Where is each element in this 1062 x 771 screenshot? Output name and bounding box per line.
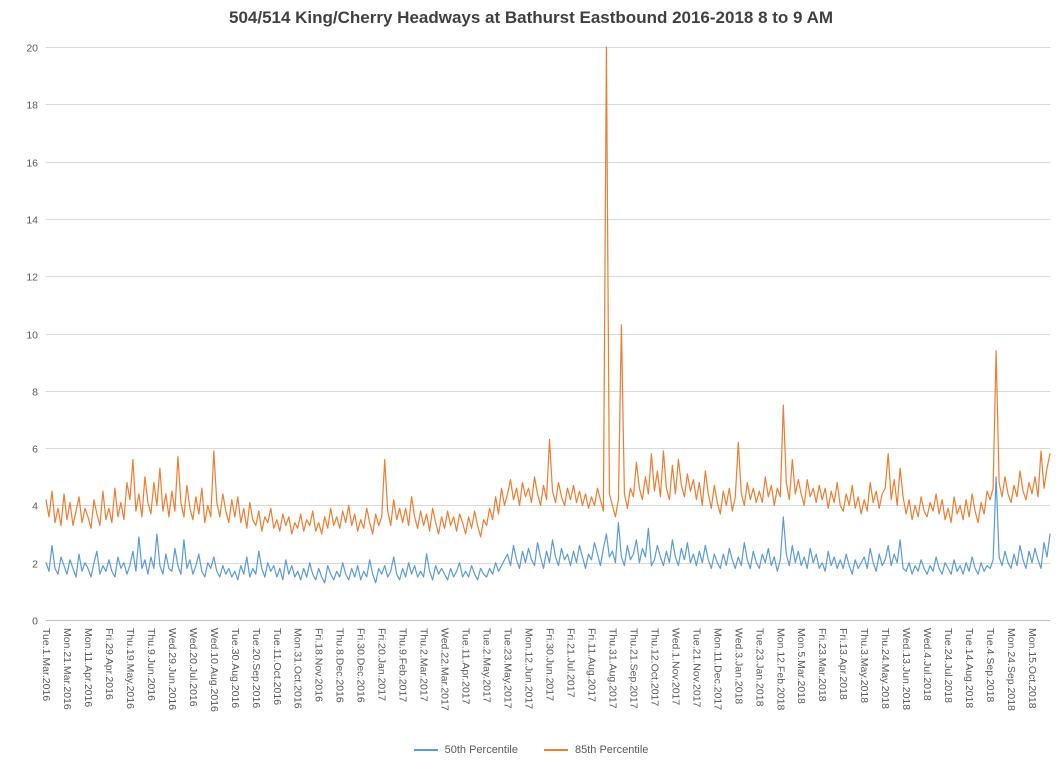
legend: 50th Percentile 85th Percentile	[0, 744, 1062, 756]
y-tick-label: 18	[26, 100, 38, 112]
x-tick-label: Tue.14.Aug.2018	[963, 628, 975, 708]
x-tick-label: Mon.21.Mar.2016	[61, 628, 73, 710]
x-tick-label: Tue.2.May.2017	[481, 628, 493, 703]
x-tick-label: Tue.11.Oct.2016	[271, 628, 283, 705]
legend-item-85th-percentile: 85th Percentile	[544, 744, 648, 756]
y-tick-label: 6	[32, 444, 38, 456]
legend-item-50th-percentile: 50th Percentile	[413, 744, 518, 756]
x-tick-label: Thu.19.May.2016	[124, 628, 136, 709]
x-tick-label: Thu.9.Feb.2017	[397, 628, 409, 702]
x-tick-label: Thu.8.Dec.2016	[334, 628, 346, 703]
x-tick-label: Fri.13.Apr.2018	[837, 628, 849, 700]
series-line-50th-percentile	[45, 476, 1051, 584]
x-tick-label: Mon.15.Oct.2018	[1026, 628, 1038, 709]
x-tick-label: Fri.30.Jun.2017	[543, 628, 555, 701]
x-tick-label: Fri.21.Jul.2017	[564, 628, 576, 698]
x-tick-label: Fri.20.Jan.2017	[376, 628, 388, 701]
x-tick-label: Mon.11.Apr.2016	[82, 628, 94, 707]
x-tick-label: Thu.3.May.2018	[858, 628, 870, 703]
x-tick-label: Thu.2.Mar.2017	[418, 628, 430, 702]
x-tick-label: Mon.11.Dec.2017	[711, 628, 723, 710]
y-tick-label: 20	[26, 43, 38, 55]
x-tick-label: Tue.11.Apr.2017	[460, 628, 472, 705]
x-tick-label: Fri.18.Nov.2016	[313, 628, 325, 702]
y-tick-label: 12	[26, 272, 38, 284]
legend-label: 85th Percentile	[575, 744, 649, 756]
y-tick-label: 4	[32, 501, 38, 513]
x-tick-label: Fri.30.Dec.2016	[355, 628, 367, 703]
x-tick-label: Thu.24.May.2018	[879, 628, 891, 709]
x-tick-label: Thu.12.Oct.2017	[648, 628, 660, 706]
x-tick-label: Wed.10.Aug.2016	[208, 628, 220, 712]
x-tick-label: Wed.20.Jul.2016	[187, 628, 199, 707]
x-tick-label: Fri.11.Aug.2017	[585, 628, 597, 702]
legend-label: 50th Percentile	[444, 744, 518, 756]
x-tick-label: Tue.30.Aug.2016	[229, 628, 241, 708]
x-tick-label: Fri.29.Apr.2016	[103, 628, 115, 700]
x-tick-label: Mon.31.Oct.2016	[292, 628, 304, 709]
x-tick-label: Wed.13.Jun.2018	[900, 628, 912, 710]
legend-line-swatch-blue	[413, 749, 438, 751]
x-tick-label: Wed.4.Jul.2018	[921, 628, 933, 701]
y-tick-label: 8	[32, 387, 38, 399]
x-tick-label: Mon.5.Mar.2018	[795, 628, 807, 704]
x-tick-label: Tue.21.Nov.2017	[690, 628, 702, 708]
x-tick-label: Wed.29.Jun.2016	[166, 628, 178, 710]
x-tick-label: Fri.23.Mar.2018	[816, 628, 828, 702]
x-tick-label: Tue.20.Sep.2016	[250, 628, 262, 708]
x-tick-label: Tue.24.Jul.2018	[942, 628, 954, 703]
x-tick-label: Wed.1.Nov.2017	[669, 628, 681, 705]
x-tick-label: Tue.23.Jan.2018	[753, 628, 765, 707]
x-tick-label: Thu.9.Jun.2016	[145, 628, 157, 701]
series-line-85th-percentile	[45, 46, 1051, 538]
y-tick-label: 0	[32, 616, 38, 628]
x-tick-label: Mon.12.Feb.2018	[774, 628, 786, 710]
x-tick-label: Mon.12.Jun.2017	[523, 628, 535, 709]
y-tick-label: 16	[26, 158, 38, 170]
y-tick-label: 2	[32, 559, 38, 571]
legend-line-swatch-orange	[544, 749, 568, 751]
x-tick-label: Tue.4.Sep.2018	[984, 628, 996, 702]
chart-title: 504/514 King/Cherry Headways at Bathurst…	[228, 8, 834, 27]
x-tick-label: Wed.22.Mar.2017	[439, 628, 451, 711]
x-tick-label: Thu.31.Aug.2017	[606, 628, 618, 709]
x-tick-label: Mon.24.Sep.2018	[1005, 628, 1017, 711]
x-tick-label: Tue.23.May.2017	[502, 628, 514, 709]
y-tick-label: 14	[26, 215, 38, 227]
y-tick-label: 10	[26, 330, 38, 342]
x-tick-label: Thu.21.Sep.2017	[627, 628, 639, 709]
x-tick-label: Tue.1.Mar.2016	[40, 628, 52, 701]
x-tick-label: Wed.3.Jan.2018	[732, 628, 744, 704]
